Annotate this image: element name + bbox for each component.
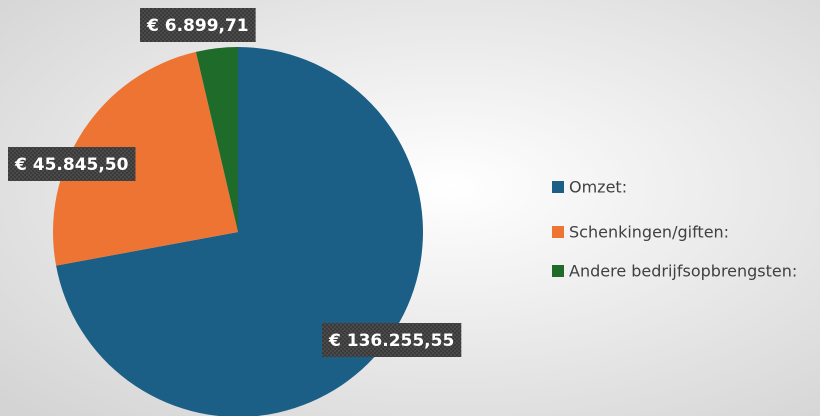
data-labels: € 136.255,55 € 45.845,50 € 6.899,71 [8, 8, 462, 357]
pie-slice [53, 51, 238, 266]
legend-label: Andere bedrijfsopbrengsten: [569, 262, 797, 281]
pie-slice [195, 47, 238, 232]
data-label-box [8, 147, 136, 181]
legend-label: Schenkingen/giften: [569, 223, 729, 242]
data-label-box [322, 323, 462, 357]
legend: Omzet: Schenkingen/giften: Andere bedrijfs… [552, 178, 797, 281]
data-label: € 6.899,71 [146, 16, 249, 36]
legend-swatch [552, 226, 564, 238]
legend-swatch [552, 181, 564, 193]
legend-label: Omzet: [569, 178, 627, 197]
data-label: € 45.845,50 [14, 155, 129, 175]
data-label: € 136.255,55 [328, 331, 454, 351]
pie [53, 47, 423, 416]
data-label-box [140, 8, 256, 42]
legend-swatch [552, 265, 564, 277]
